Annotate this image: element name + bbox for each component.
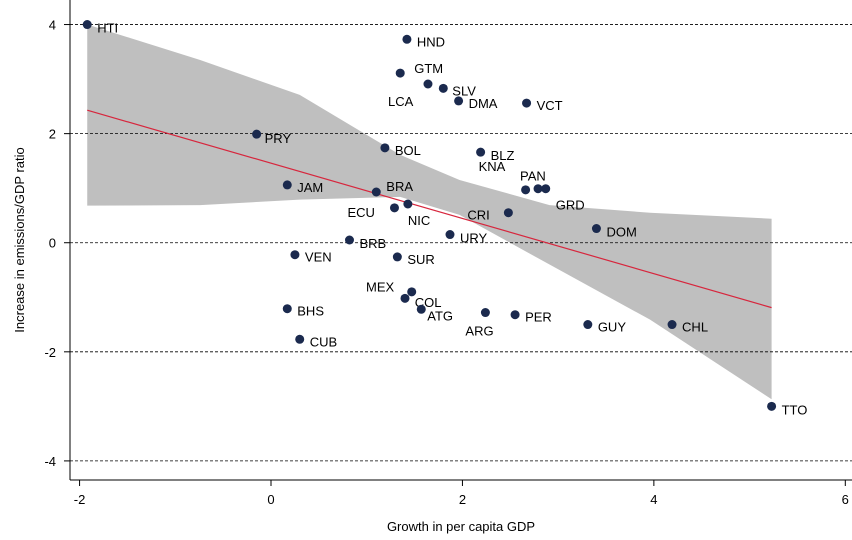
point-label: HND (417, 34, 445, 49)
y-tick-label: -4 (44, 454, 56, 469)
point (521, 185, 531, 195)
point-label: GUY (598, 320, 627, 335)
point-label: ECU (347, 205, 374, 220)
point (82, 20, 92, 30)
point (423, 79, 433, 89)
point-label: DMA (469, 96, 498, 111)
point-label: VCT (537, 98, 563, 113)
confidence-band (87, 24, 772, 400)
point-label: VEN (305, 250, 332, 265)
point (416, 304, 426, 314)
point-label: BRA (386, 179, 413, 194)
point (667, 320, 677, 330)
point (438, 83, 448, 93)
point-label: BOL (395, 143, 421, 158)
point-label: BLZ (491, 148, 515, 163)
point-label: ATG (427, 308, 453, 323)
point (282, 180, 292, 190)
point (480, 308, 490, 318)
point (395, 68, 405, 78)
point (541, 184, 551, 194)
point (400, 293, 410, 303)
point-label: PAN (520, 169, 546, 184)
point-label: KNA (479, 159, 506, 174)
y-tick-label: -2 (44, 345, 56, 360)
point (371, 187, 381, 197)
point-label: LCA (388, 94, 414, 109)
point (533, 184, 543, 194)
point-label: URY (460, 231, 488, 246)
point-label: SUR (407, 252, 434, 267)
point (767, 401, 777, 411)
y-axis-label: Increase in emissions/GDP ratio (12, 147, 27, 332)
y-tick-label: 2 (49, 127, 56, 142)
point (389, 203, 399, 213)
point-label: TTO (782, 402, 808, 417)
point-label: BRB (359, 236, 386, 251)
point-label: HTI (97, 21, 118, 36)
point-label: MEX (366, 279, 395, 294)
point (252, 129, 262, 139)
point (402, 34, 412, 44)
point (591, 224, 601, 234)
point (344, 235, 354, 245)
point-label: CHL (682, 320, 708, 335)
point (380, 143, 390, 153)
x-axis-label: Growth in per capita GDP (387, 519, 535, 534)
point-label: CRI (467, 208, 489, 223)
point (522, 98, 532, 108)
point (445, 230, 455, 240)
point-label: CUB (310, 334, 337, 349)
point-label: JAM (297, 180, 323, 195)
fit-line (87, 109, 772, 309)
x-tick-label: 4 (650, 492, 657, 507)
point-label: SLV (452, 83, 476, 98)
x-tick-label: 2 (459, 492, 466, 507)
y-tick-label: 0 (49, 236, 56, 251)
point-label: GTM (414, 61, 443, 76)
point-label: PRY (265, 131, 292, 146)
x-tick-label: -2 (74, 492, 86, 507)
point (476, 147, 486, 157)
x-tick-label: 0 (267, 492, 274, 507)
point (454, 96, 464, 106)
point-label: ARG (465, 324, 493, 339)
y-tick-label: 4 (49, 18, 56, 33)
point (392, 252, 402, 262)
point (290, 250, 300, 260)
point-label: GRD (556, 198, 585, 213)
point (407, 287, 417, 297)
point (282, 304, 292, 314)
point-label: PER (525, 310, 552, 325)
point (503, 208, 513, 218)
point (510, 310, 520, 320)
point-label: NIC (408, 213, 430, 228)
point (295, 334, 305, 344)
point (403, 199, 413, 209)
point (583, 320, 593, 330)
x-tick-label: 6 (842, 492, 849, 507)
point-label: BHS (297, 304, 324, 319)
point-label: DOM (606, 225, 636, 240)
